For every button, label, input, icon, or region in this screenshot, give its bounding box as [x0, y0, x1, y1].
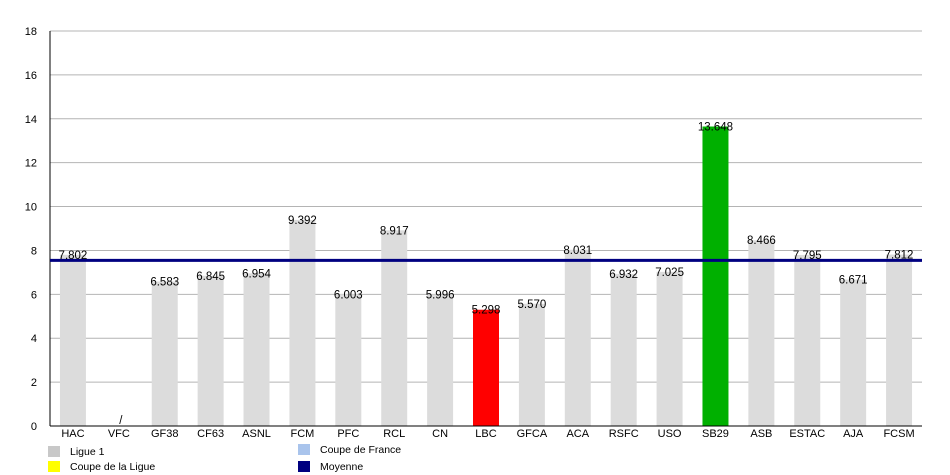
x-tick-label: CN: [432, 428, 448, 440]
legend-label: Coupe de France: [320, 444, 401, 456]
legend-swatch: [48, 461, 60, 472]
x-tick-label: SB29: [702, 428, 729, 440]
bar-fcsm: [886, 254, 913, 426]
y-tick-label: 8: [31, 245, 37, 257]
x-tick-label: FCM: [291, 428, 315, 440]
bar-rsfc: [610, 273, 637, 426]
x-tick-label: USO: [658, 428, 682, 440]
bar-uso: [656, 271, 683, 426]
data-label: 8.466: [747, 235, 776, 247]
y-tick-label: 0: [31, 421, 37, 433]
data-labels: 7.802 / 6.583 6.845 6.954 9.392 6.003 8.917 5.99…: [59, 122, 914, 427]
x-tick-label: RSFC: [609, 428, 639, 440]
y-tick-label: 4: [31, 333, 37, 345]
x-tick-label: HAC: [61, 428, 84, 440]
legend: Ligue 1 Coupe de France Coupe de la Ligue M…: [48, 444, 401, 473]
x-tick-label: GF38: [151, 428, 179, 440]
data-label: 6.671: [839, 275, 868, 287]
x-tick-label: ASB: [750, 428, 772, 440]
y-tick-label: 2: [31, 377, 37, 389]
x-tick-label: ASNL: [242, 428, 271, 440]
data-label: 6.003: [334, 289, 363, 301]
data-label: 7.812: [885, 250, 914, 262]
legend-swatch: [48, 446, 60, 457]
bar-aja: [840, 279, 867, 426]
x-tick-label: GFCA: [517, 428, 548, 440]
bar-cn: [427, 294, 454, 426]
x-tick-label: RCL: [383, 428, 405, 440]
y-tick-label: 6: [31, 289, 37, 301]
grid-lines: [50, 30, 922, 383]
data-label: 7.795: [793, 250, 822, 262]
data-label: 9.392: [288, 215, 317, 227]
data-label: 7.025: [655, 267, 684, 279]
legend-swatch: [298, 444, 310, 455]
legend-label: Coupe de la Ligue: [70, 461, 155, 473]
y-tick-label: 18: [25, 26, 37, 38]
x-tick-label: ACA: [566, 428, 589, 440]
data-label: 6.845: [196, 271, 225, 283]
bar-pfc: [335, 294, 362, 426]
x-tick-label: ESTAC: [789, 428, 825, 440]
x-tick-label: CF63: [197, 428, 224, 440]
x-tick-label: PFC: [337, 428, 359, 440]
data-label: 8.031: [563, 245, 592, 257]
data-label: 5.298: [472, 305, 501, 317]
x-tick-label: VFC: [108, 428, 130, 440]
bar-gfca: [518, 303, 545, 426]
data-label: 5.570: [518, 299, 547, 311]
x-tick-label: FCSM: [883, 428, 914, 440]
bar-hac: [59, 254, 86, 426]
x-tick-label: LBC: [475, 428, 496, 440]
data-label: 13.648: [698, 122, 733, 134]
bar-gf38: [151, 281, 178, 426]
bar-fcm: [289, 219, 316, 426]
data-label: 5.996: [426, 289, 455, 301]
y-tick-label: 14: [25, 114, 37, 126]
data-label: /: [119, 415, 123, 427]
y-tick-label: 10: [25, 202, 37, 214]
y-tick-label: 16: [25, 70, 37, 82]
legend-label: Moyenne: [320, 461, 363, 473]
legend-label: Ligue 1: [70, 446, 105, 458]
y-tick-label: 12: [25, 158, 37, 170]
bar-sb29: [702, 126, 729, 426]
data-label: 8.917: [380, 225, 409, 237]
data-label: 7.802: [59, 250, 88, 262]
legend-swatch: [298, 461, 310, 472]
data-label: 6.954: [242, 268, 271, 280]
bar-cf63: [197, 275, 224, 426]
bar-rcl: [381, 230, 408, 426]
x-tick-label: AJA: [843, 428, 864, 440]
bar-asb: [748, 240, 775, 426]
bar-lbc: [473, 309, 499, 426]
x-axis: HAC VFC GF38 CF63 ASNL FCM PFC RCL CN LBC GFCA ACA R…: [50, 425, 922, 440]
bars: [59, 126, 913, 426]
bar-aca: [564, 249, 591, 426]
data-label: 6.932: [609, 269, 638, 281]
bar-asnl: [243, 273, 270, 426]
y-axis: 0 2 4 6 8 10 12 14 16 18: [25, 26, 51, 433]
bar-estac: [794, 254, 821, 426]
data-label: 6.583: [150, 277, 179, 289]
